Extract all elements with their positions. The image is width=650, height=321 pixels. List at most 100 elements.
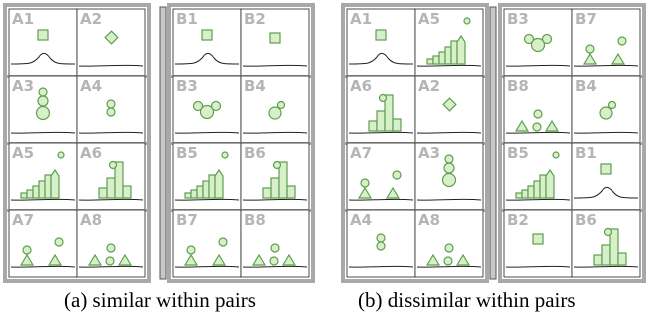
panel-b-right-grid: B3 B7 B8 B4 B5 B1 B2 B6 [498,3,646,283]
bar-shape [184,192,192,199]
square-shape [269,32,281,44]
tile: B3 [503,8,573,77]
circle-shape [35,105,51,121]
baseline-curve [573,131,639,134]
bar-shape [515,192,523,199]
bar-shape [521,189,529,199]
bar-shape [270,177,280,199]
circle-shape [444,243,454,253]
circle-shape [523,33,535,45]
tile-label: A8 [80,211,102,229]
circle-shape [192,100,204,112]
tile: B8 [503,75,573,144]
triangle-shape [281,253,297,266]
baseline-curve [174,52,240,65]
bar-shape [617,252,627,266]
baseline-curve [242,265,308,268]
tile-label: A3 [418,144,440,162]
circle-shape [378,93,388,103]
tile-border [240,142,310,211]
circle-shape [218,237,228,247]
circle-shape [270,243,280,253]
triangle-shape [87,253,103,266]
triangle-shape [544,119,560,132]
peak-shape [545,168,555,199]
circle-shape [106,243,116,253]
baseline-curve [505,131,571,134]
tile-border [346,8,416,77]
bar-shape [426,58,434,65]
circle-shape [441,172,457,188]
bar-shape [26,189,34,199]
tile: B3 [172,75,242,144]
baseline-curve [78,131,144,134]
tile: A2 [414,75,484,144]
baseline-curve [174,198,240,201]
bar-shape [38,180,46,199]
tile-label: A8 [418,211,440,229]
bar-shape [286,185,296,199]
baseline-curve [348,52,414,65]
square-shape [375,29,387,41]
circle-shape [272,160,282,170]
panel-a-caption: (a) similar within pairs [64,288,256,312]
tile-label: A7 [12,211,34,229]
circle-shape [276,100,286,110]
baseline-curve [505,265,571,268]
tile: A8 [76,209,146,278]
triangle-shape [357,186,373,199]
baseline-curve [10,198,76,201]
circle-shape [268,106,282,120]
tile-border [571,142,641,211]
panel-b-divider [489,6,497,280]
baseline-curve [573,265,639,268]
tile: B4 [571,75,641,144]
square-shape [532,233,544,245]
bar-shape [262,187,272,199]
tile: A5 [414,8,484,77]
circle-shape [463,17,471,25]
baseline-curve [242,64,308,67]
circle-shape [617,36,627,46]
baseline-curve [242,131,308,134]
tile-label: B8 [507,77,529,95]
baseline-curve [78,64,144,67]
baseline-curve [242,198,308,201]
triangle-shape [251,253,267,266]
tile-border [8,209,78,278]
tile: A3 [414,142,484,211]
circle-shape [443,162,455,174]
tile-label: B7 [176,211,198,229]
tile: A2 [76,8,146,77]
circle-shape [552,151,560,159]
diamond-shape [104,30,119,45]
tile: A7 [346,142,416,211]
circle-shape [607,100,617,110]
circle-shape [105,256,115,266]
circle-shape [541,33,553,45]
triangle-shape [610,52,626,65]
tile-label: A4 [80,77,102,95]
circle-shape [392,170,402,180]
tile-label: A2 [418,77,440,95]
circle-shape [585,44,595,54]
tile-label: B5 [176,144,198,162]
circle-shape [186,245,196,255]
triangle-shape [47,253,63,266]
tile: A7 [8,209,78,278]
tile-label: A5 [12,144,34,162]
bar-shape [114,161,124,199]
bar-shape [20,192,28,199]
circle-shape [106,99,116,109]
tile-label: A6 [80,144,102,162]
baseline-curve [416,64,482,67]
bar-shape [368,120,378,132]
tile: B1 [571,142,641,211]
tile: A6 [76,142,146,211]
triangle-shape [514,119,530,132]
baseline-curve [10,131,76,134]
tile: A8 [414,209,484,278]
circle-shape [376,241,386,251]
tile-label: B4 [244,77,266,95]
baseline-curve [416,198,482,201]
